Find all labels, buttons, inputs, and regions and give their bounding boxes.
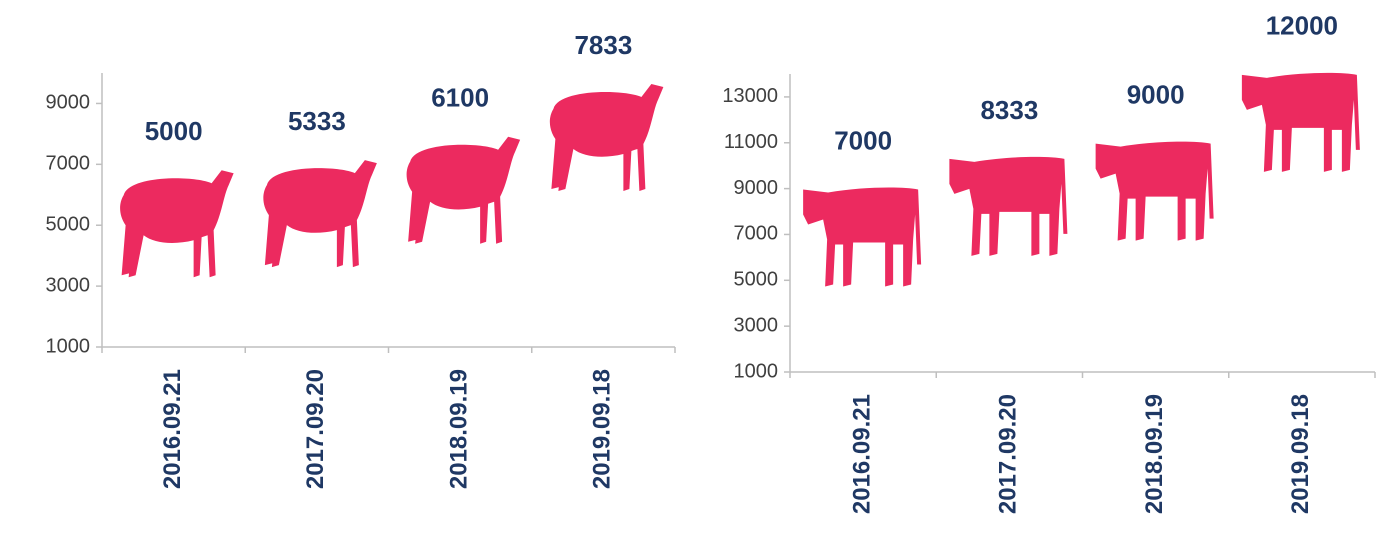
y-tick-label: 7000: [734, 223, 779, 245]
y-tick-label: 7000: [46, 153, 91, 175]
y-tick-label: 3000: [46, 274, 91, 296]
x-tick-label: 2016.09.21: [159, 369, 186, 489]
x-tick-label: 2016.09.21: [848, 394, 875, 514]
x-tick-label: 2017.09.20: [995, 394, 1022, 514]
y-tick-label: 5000: [46, 214, 91, 236]
x-tick-label: 2018.09.19: [1141, 394, 1168, 514]
y-tick-label: 9000: [734, 177, 779, 199]
value-label: 9000: [1127, 79, 1185, 109]
y-tick-label: 9000: [46, 92, 91, 114]
value-label: 7833: [574, 30, 632, 60]
cow-icon: [949, 156, 1068, 256]
y-tick-label: 3000: [734, 314, 779, 336]
y-tick-label: 13000: [722, 85, 778, 107]
sheep-icon: [263, 160, 377, 268]
cow-icon: [803, 187, 922, 287]
value-label: 6100: [431, 83, 489, 113]
y-tick-label: 1000: [734, 360, 779, 382]
sheep-icon: [406, 136, 521, 244]
value-label: 5000: [145, 116, 203, 146]
cow-icon: [1241, 72, 1360, 172]
x-tick-label: 2019.09.18: [1287, 394, 1314, 514]
sheep-icon: [120, 170, 234, 278]
value-label: 7000: [834, 125, 892, 155]
y-tick-label: 1000: [46, 335, 91, 357]
value-label: 12000: [1266, 11, 1338, 41]
sheep-icon: [549, 83, 664, 191]
value-label: 5333: [288, 106, 346, 136]
x-tick-label: 2017.09.20: [302, 369, 329, 489]
x-tick-label: 2018.09.19: [445, 369, 472, 489]
y-tick-label: 5000: [734, 269, 779, 291]
x-tick-label: 2019.09.18: [589, 369, 616, 489]
cow-icon: [1095, 141, 1214, 241]
value-label: 8333: [980, 95, 1038, 125]
y-tick-label: 11000: [724, 131, 778, 153]
